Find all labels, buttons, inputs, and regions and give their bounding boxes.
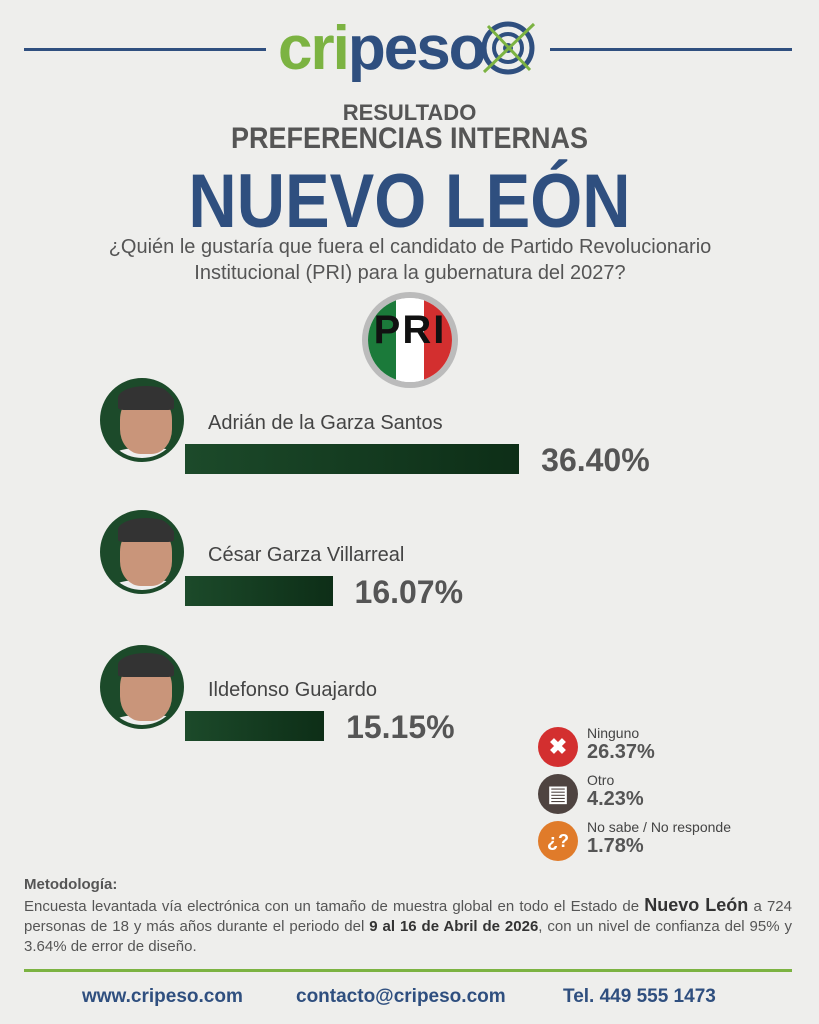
other-label: Ninguno	[587, 725, 640, 741]
other-value: 1.78%	[587, 835, 644, 857]
methodology-text: , con un nivel de confianza del 95% y 3.…	[24, 918, 792, 955]
other-label: No sabe / No responde	[587, 819, 731, 835]
methodology-text: Encuesta levantada vía electrónica con u…	[24, 898, 645, 915]
website-link[interactable]: www.cripeso.com	[82, 986, 243, 1007]
subtitle: PREFERENCIAS INTERNAS	[230, 122, 589, 155]
other-value: 26.37%	[587, 741, 655, 763]
value-label: 36.40%	[541, 442, 650, 478]
candidate-photo	[100, 645, 184, 729]
footer-rule	[24, 969, 792, 972]
phone-number: Tel. 449 555 1473	[563, 986, 716, 1007]
candidate-name: Adrián de la Garza Santos	[208, 412, 443, 434]
methodology: Metodología: Encuesta levantada vía elec…	[24, 875, 792, 957]
candidate-name: César Garza Villarreal	[208, 544, 405, 566]
logo-blue: peso	[347, 14, 487, 83]
bar-1	[185, 576, 333, 606]
pri-logo-text: PRI	[373, 308, 447, 352]
x-icon: ✖	[538, 727, 578, 767]
survey-question: ¿Quién le gustaría que fuera el candidat…	[108, 236, 712, 284]
email-link[interactable]: contacto@cripeso.com	[296, 986, 506, 1007]
value-label: 16.07%	[354, 574, 464, 610]
methodology-state: Nuevo León	[644, 895, 749, 915]
pri-logo: PRI	[362, 292, 458, 388]
page-title: NUEVO LEÓN	[188, 159, 631, 244]
other-label: Otro	[587, 772, 615, 788]
target-icon	[481, 21, 536, 75]
result-label: RESULTADO	[342, 100, 477, 125]
other-value: 4.23%	[587, 788, 644, 810]
methodology-text: a 724 personas de 18 y más años durante …	[24, 898, 792, 935]
value-label: 15.15%	[346, 709, 455, 745]
cripeso-logo: cripeso	[278, 14, 487, 84]
candidate-name: Ildefonso Guajardo	[208, 679, 378, 701]
bar-2	[185, 711, 325, 741]
methodology-title: Metodología:	[24, 876, 118, 893]
candidate-photo	[100, 510, 184, 594]
ballot-icon: ▤	[538, 774, 578, 814]
bar-0	[185, 444, 520, 474]
methodology-dates: 9 al 16 de Abril de 2026	[369, 918, 539, 935]
logo-green: cri	[278, 14, 350, 83]
header-rule-left	[24, 48, 266, 51]
header-rule-right	[550, 48, 792, 51]
candidate-photo	[100, 378, 184, 462]
question-icon: ¿?	[538, 821, 578, 861]
